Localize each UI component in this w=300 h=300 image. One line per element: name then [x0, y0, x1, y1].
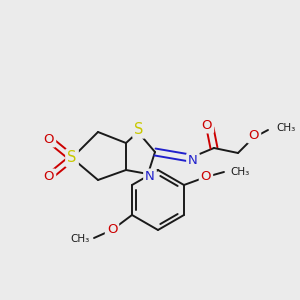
Text: CH₃: CH₃ [230, 167, 249, 177]
Text: O: O [44, 170, 54, 184]
Text: O: O [44, 133, 54, 146]
Text: O: O [44, 170, 54, 184]
Text: N: N [188, 154, 198, 167]
Text: O: O [248, 128, 260, 142]
Text: O: O [107, 224, 117, 236]
Text: N: N [145, 169, 155, 184]
Text: S: S [134, 122, 144, 136]
Text: O: O [202, 118, 212, 131]
Text: O: O [201, 170, 211, 184]
Text: S: S [67, 151, 77, 166]
Text: S: S [67, 151, 77, 166]
Text: O: O [44, 132, 54, 146]
Text: CH₃: CH₃ [276, 123, 295, 133]
Text: N: N [145, 170, 155, 184]
Text: O: O [202, 118, 212, 132]
Text: CH₃: CH₃ [71, 234, 90, 244]
Text: N: N [188, 154, 198, 169]
Text: O: O [201, 170, 211, 184]
Text: O: O [249, 128, 259, 142]
Text: O: O [107, 224, 117, 236]
Text: S: S [134, 122, 144, 136]
